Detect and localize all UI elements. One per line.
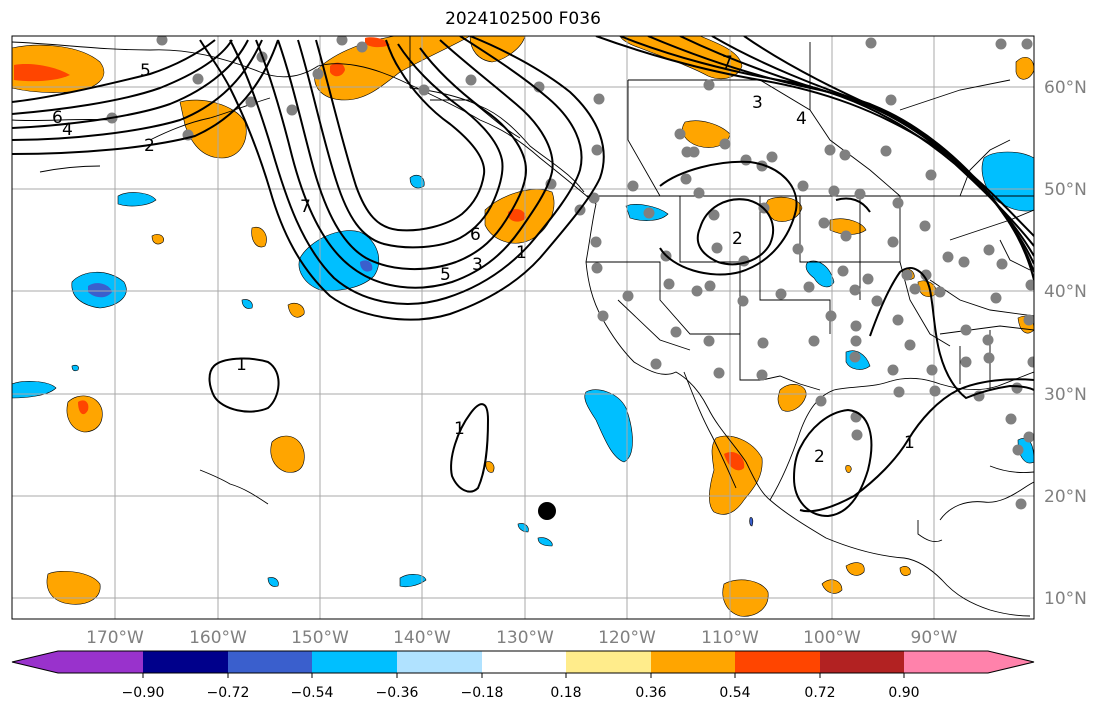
colorbar-segment [143, 651, 228, 673]
colorbar-tick-label: −0.72 [207, 685, 250, 701]
colorbar-tick-label: −0.18 [461, 685, 504, 701]
lon-tick-label: 120°W [598, 628, 656, 648]
colorbar-tick-label: 0.36 [635, 685, 666, 701]
colorbar-tick-label: 0.90 [888, 685, 919, 701]
contour-label: 7 [722, 53, 733, 73]
contour-label: 1 [236, 355, 247, 375]
colorbar-segment [820, 651, 904, 673]
contour-label: 1 [454, 419, 465, 439]
contour-label: 6 [470, 225, 481, 245]
contour-label: 7 [300, 197, 311, 217]
lon-tick-label: 140°W [393, 628, 451, 648]
colorbar-tick-label: −0.90 [122, 685, 165, 701]
storm-center-marker [538, 502, 556, 520]
colorbar-segment [58, 651, 143, 673]
lon-tick-label: 170°W [86, 628, 144, 648]
lat-tick-label: 40°N [1044, 282, 1087, 302]
contour-label: 4 [62, 120, 73, 140]
colorbar: −0.90 −0.72 −0.54 −0.36 −0.18 0.18 0.36 … [11, 650, 1035, 701]
contour-label: 5 [140, 61, 151, 81]
lat-tick-label: 50°N [1044, 180, 1087, 200]
lon-tick-label: 90°W [911, 628, 958, 648]
contour-label: 3 [752, 93, 763, 113]
lon-tick-label: 160°W [189, 628, 247, 648]
colorbar-segment [312, 651, 397, 673]
lon-tick-label: 110°W [701, 628, 759, 648]
contour-label: 2 [814, 447, 825, 467]
lat-tick-label: 30°N [1044, 385, 1087, 405]
colorbar-extend-high [988, 651, 1034, 673]
colorbar-segment [482, 651, 566, 673]
colorbar-outline [11, 650, 1035, 674]
lat-tick-label: 10°N [1044, 589, 1087, 609]
latitude-axis: 60°N 50°N 40°N 30°N 20°N 10°N [1044, 78, 1087, 609]
colorbar-segment [904, 651, 988, 673]
colorbar-segment [566, 651, 651, 673]
contour-label: 2 [732, 229, 743, 249]
colorbar-tick-label: 0.72 [804, 685, 835, 701]
positive-anomaly-shading [12, 36, 1034, 617]
longitude-axis: 170°W 160°W 150°W 140°W 130°W 120°W 110°… [86, 628, 958, 648]
colorbar-tick-label: 0.54 [719, 685, 750, 701]
map-frame [11, 35, 1035, 620]
colorbar-segment [651, 651, 735, 673]
lon-tick-label: 130°W [496, 628, 554, 648]
colorbar-tick-label: 0.18 [550, 685, 581, 701]
contour-label: 5 [440, 265, 451, 285]
contour-label: 2 [144, 136, 155, 156]
contour-label: 1 [904, 433, 915, 453]
colorbar-segment [228, 651, 312, 673]
contour-label: 4 [796, 109, 807, 129]
map-panel: 5 6 4 2 7 5 3 6 1 7 3 4 2 1 1 2 1 [12, 36, 1034, 619]
contour-label: 6 [52, 108, 63, 128]
lat-tick-label: 60°N [1044, 78, 1087, 98]
lon-tick-label: 150°W [291, 628, 349, 648]
contour-label: 1 [516, 243, 527, 263]
colorbar-extend-low [12, 651, 58, 673]
colorbar-segment [397, 651, 482, 673]
map-title: 2024102500 F036 [445, 9, 601, 29]
colorbar-tick-label: −0.36 [376, 685, 419, 701]
colorbar-segment [735, 651, 820, 673]
colorbar-tick-label: −0.54 [291, 685, 334, 701]
lon-tick-label: 100°W [803, 628, 861, 648]
contour-label: 3 [472, 255, 483, 275]
height-contours [12, 36, 1034, 518]
lat-tick-label: 20°N [1044, 487, 1087, 507]
contour-labels: 5 6 4 2 7 5 3 6 1 7 3 4 2 1 1 2 1 [52, 53, 915, 467]
